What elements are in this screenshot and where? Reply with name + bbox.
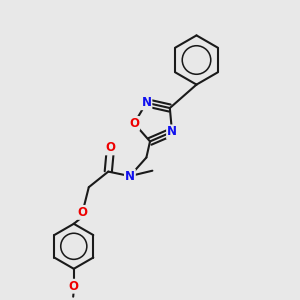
Text: N: N [141,96,152,109]
Text: O: O [78,206,88,219]
Text: N: N [125,169,135,183]
Text: O: O [69,280,79,293]
Text: N: N [167,125,177,138]
Text: O: O [105,141,115,154]
Text: O: O [129,117,139,130]
